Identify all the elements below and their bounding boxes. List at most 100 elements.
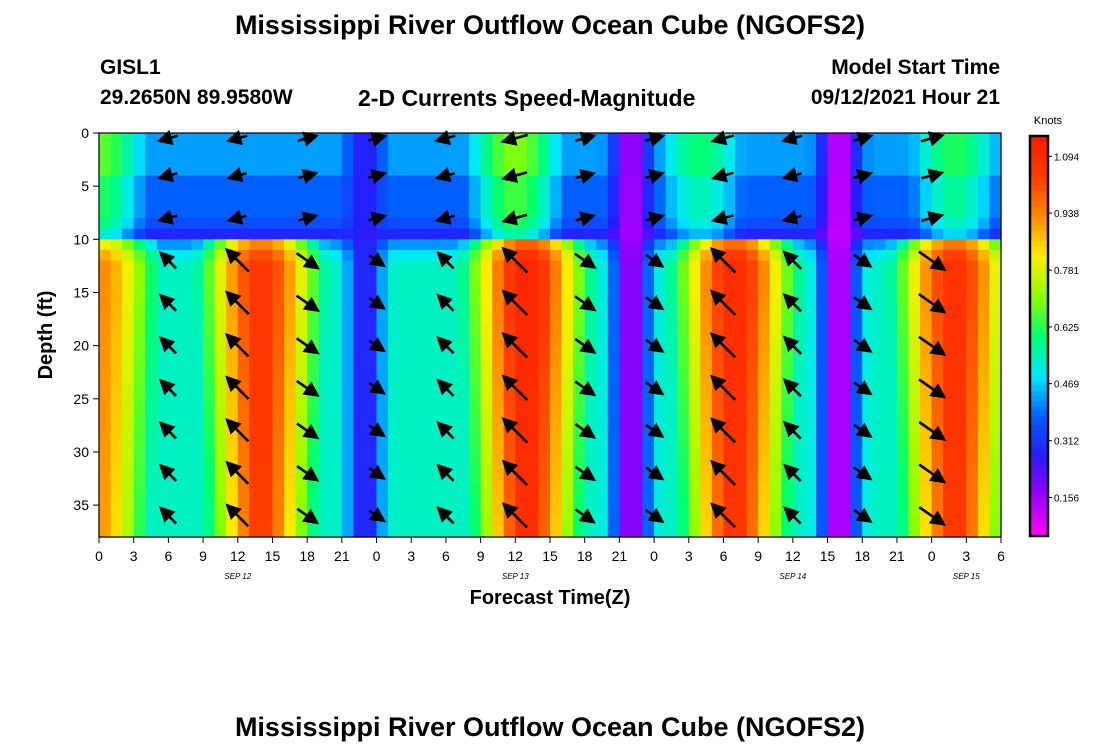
heatmap-cell <box>538 196 551 209</box>
heatmap-cell <box>272 345 285 357</box>
heatmap-cell <box>434 260 447 272</box>
colorbar-cell <box>1030 391 1048 397</box>
heatmap-cell <box>977 143 991 155</box>
heatmap-cell <box>827 420 840 432</box>
heatmap-cell <box>260 249 274 262</box>
heatmap-cell <box>792 281 806 294</box>
heatmap-cell <box>214 260 227 272</box>
heatmap-cell <box>422 186 435 198</box>
heatmap-cell <box>769 303 782 315</box>
heatmap-cell <box>607 420 620 432</box>
heatmap-cell <box>480 228 493 240</box>
heatmap-cell <box>364 313 378 325</box>
heatmap-cell <box>330 409 343 421</box>
heatmap-cell <box>688 356 701 368</box>
heatmap-cell <box>804 430 817 442</box>
heatmap-cell <box>168 366 181 379</box>
heatmap-cell <box>364 366 378 379</box>
current-arrow <box>783 506 802 525</box>
heatmap-cell <box>457 303 470 315</box>
heatmap-cell <box>550 483 563 496</box>
heatmap-cell <box>307 451 320 464</box>
heatmap-cell <box>989 356 1002 368</box>
heatmap-cell <box>492 451 505 464</box>
heatmap-cell <box>781 441 794 453</box>
heatmap-cell <box>214 154 227 166</box>
heatmap-cell <box>538 420 551 432</box>
heatmap-cell <box>284 451 297 464</box>
heatmap-cell <box>122 292 135 304</box>
heatmap-cell <box>746 409 759 421</box>
heatmap-cell <box>920 175 933 187</box>
heatmap-cell <box>550 366 563 379</box>
heatmap-cell <box>839 430 852 442</box>
heatmap-cell <box>850 207 863 219</box>
heatmap-cell <box>665 186 678 198</box>
heatmap-cell <box>99 526 112 538</box>
heatmap-cell <box>804 377 817 389</box>
heatmap-cell <box>422 260 435 272</box>
heatmap-cell <box>966 451 979 464</box>
heatmap-cell <box>249 505 262 517</box>
x-tick-label: 18 <box>854 548 870 564</box>
heatmap-cell <box>596 292 609 304</box>
heatmap-cell <box>492 143 505 155</box>
heatmap-cell <box>260 186 274 198</box>
heatmap-cell <box>411 143 424 155</box>
heatmap-cell <box>815 133 829 145</box>
heatmap-cell <box>735 143 748 155</box>
heatmap-cell <box>284 196 297 209</box>
heatmap-cell <box>989 271 1002 283</box>
heatmap-cell <box>99 175 112 187</box>
heatmap-cell <box>827 377 840 389</box>
heatmap-cell <box>203 271 216 283</box>
heatmap-cell <box>318 228 331 240</box>
heatmap-cell <box>804 133 817 145</box>
heatmap-cell <box>758 133 771 145</box>
heatmap-cell <box>966 133 979 145</box>
heatmap-cell <box>364 271 378 283</box>
heatmap-cell <box>272 228 285 240</box>
heatmap-cell <box>133 313 146 325</box>
heatmap-cell <box>711 271 725 283</box>
colorbar-tick-label: 0.156 <box>1054 493 1079 504</box>
heatmap-cell <box>99 164 112 177</box>
current-arrow <box>158 421 178 440</box>
heatmap-cell <box>411 164 424 177</box>
heatmap-cell <box>122 462 135 474</box>
heatmap-cell <box>272 175 285 187</box>
heatmap-cell <box>457 186 470 198</box>
heatmap-cell <box>214 377 227 389</box>
heatmap-cell <box>122 249 135 262</box>
heatmap-cell <box>735 483 748 496</box>
heatmap-cell <box>804 366 817 379</box>
heatmap-cell <box>272 356 285 368</box>
heatmap-cell <box>226 207 239 219</box>
heatmap-cell <box>411 228 424 240</box>
heatmap-cell <box>203 526 216 538</box>
station-coords: 29.2650N 89.9580W <box>100 86 293 109</box>
heatmap-cell <box>168 377 181 389</box>
heatmap-cell <box>330 473 343 485</box>
heatmap-cell <box>179 164 193 177</box>
current-arrow <box>501 289 529 316</box>
heatmap-cell <box>526 515 540 527</box>
heatmap-cell <box>885 377 898 389</box>
heatmap-cell <box>665 260 678 272</box>
heatmap-cell <box>503 271 516 283</box>
heatmap-cell <box>492 420 505 432</box>
heatmap-cell <box>179 154 193 166</box>
heatmap-cell <box>434 398 447 411</box>
heatmap-cell <box>723 154 736 166</box>
heatmap-cell <box>388 462 401 474</box>
heatmap-cell <box>353 281 366 294</box>
heatmap-cell <box>110 260 123 272</box>
heatmap-cell <box>596 324 609 336</box>
heatmap-cell <box>839 207 852 219</box>
heatmap-cell <box>573 494 586 506</box>
heatmap-cell <box>665 335 678 347</box>
heatmap-cell <box>469 186 482 198</box>
heatmap-cell <box>630 196 644 209</box>
heatmap-cell <box>168 196 181 209</box>
